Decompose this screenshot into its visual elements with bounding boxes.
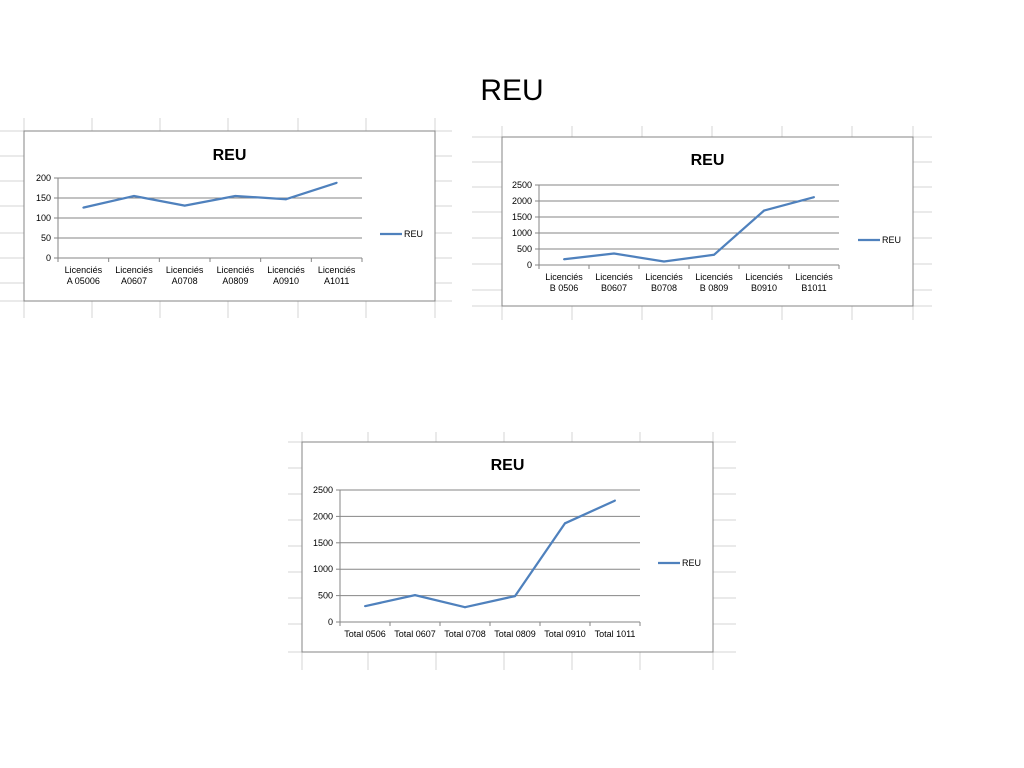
y-tick-label: 1500 [512, 212, 532, 222]
y-tick-label: 50 [41, 233, 51, 243]
data-point [663, 260, 665, 263]
x-tick-label: Licenciés A0910 [267, 265, 305, 286]
x-tick-label: Licenciés A 05006 [65, 265, 103, 286]
x-tick-label: Licenciés B 0809 [695, 272, 733, 293]
data-point [364, 605, 366, 608]
x-tick-label: Total 1011 [595, 629, 636, 639]
y-tick-label: 500 [517, 244, 532, 254]
y-tick-label: 1000 [313, 564, 333, 574]
x-tick-label: Licenciés B0708 [645, 272, 683, 293]
data-point [514, 595, 516, 598]
slide-title: REU [480, 74, 544, 107]
series-line-reu [83, 181, 338, 209]
legend-label: REU [882, 235, 901, 245]
y-tick-label: 2500 [512, 180, 532, 190]
data-point [763, 209, 765, 212]
x-tick-label: Total 0506 [344, 629, 386, 639]
chart-title: REU [491, 457, 525, 474]
data-point [133, 195, 135, 197]
chart-title: REU [691, 152, 725, 169]
x-tick-label: Total 0809 [494, 629, 536, 639]
chart-frame [23, 130, 436, 302]
x-tick-label: Licenciés A0607 [115, 265, 153, 286]
series-line-reu [563, 196, 815, 263]
data-point [564, 522, 566, 525]
chart-sheet-a: REU 0 50 100 150 200 Licenciés A 05006 Licenciés… [0, 118, 452, 318]
x-tick-label: Licenciés A0708 [166, 265, 204, 286]
data-point [285, 198, 287, 201]
x-tick-label: Licenciés B0607 [595, 272, 633, 293]
data-point [713, 253, 715, 256]
x-tick-label: Licenciés B 0506 [545, 272, 583, 293]
chart-legend: REU [658, 558, 701, 568]
chart-legend: REU [380, 229, 423, 239]
data-point [464, 606, 466, 609]
data-point [234, 195, 237, 197]
chart-legend: REU [858, 235, 901, 245]
x-tick-label: Total 0708 [444, 629, 486, 639]
data-point [335, 181, 338, 184]
y-tick-label: 200 [36, 173, 51, 183]
data-point [183, 204, 186, 207]
x-tick-label: Licenciés B0910 [745, 272, 783, 293]
chart-sheet-b: REU 0 500 1000 1500 2000 2500 Licenciés B 0506 Li… [472, 126, 932, 320]
line-chart-1: REU 0 50 100 150 200 Licenciés A 05006 Licenciés… [0, 118, 452, 318]
y-tick-label: 0 [328, 617, 333, 627]
data-point [563, 258, 565, 261]
legend-label: REU [682, 558, 701, 568]
y-tick-label: 2000 [512, 196, 532, 206]
data-point [614, 499, 616, 502]
line-chart-2: REU 0 500 1000 1500 2000 2500 Licenciés B 0506 Li… [472, 126, 932, 320]
y-tick-label: 100 [36, 213, 51, 223]
series-line-reu [364, 499, 616, 609]
data-point [613, 252, 615, 255]
y-tick-label: 2500 [313, 485, 333, 495]
chart-title: REU [213, 147, 247, 164]
data-point [414, 594, 416, 597]
chart-frame [501, 136, 914, 307]
x-tick-label: Licenciés A1011 [318, 265, 356, 286]
y-tick-label: 0 [46, 253, 51, 263]
chart-frame [301, 441, 714, 653]
x-tick-label: Total 0910 [544, 629, 586, 639]
y-tick-label: 1500 [313, 538, 333, 548]
y-tick-label: 1000 [512, 228, 532, 238]
x-tick-label: Licenciés A0809 [217, 265, 255, 286]
y-tick-label: 150 [36, 193, 51, 203]
y-tick-label: 500 [318, 591, 333, 601]
line-chart-3: REU 0 500 1000 1500 2000 2500 Total 0506 Total 0… [288, 432, 736, 670]
chart-sheet-c: REU 0 500 1000 1500 2000 2500 Total 0506 Total 0… [288, 432, 736, 670]
legend-label: REU [404, 229, 423, 239]
y-tick-label: 2000 [313, 511, 333, 521]
data-point [82, 206, 85, 209]
data-point [813, 196, 815, 199]
y-tick-label: 0 [527, 260, 532, 270]
x-tick-label: Licenciés B1011 [795, 272, 833, 293]
x-tick-label: Total 0607 [394, 629, 436, 639]
